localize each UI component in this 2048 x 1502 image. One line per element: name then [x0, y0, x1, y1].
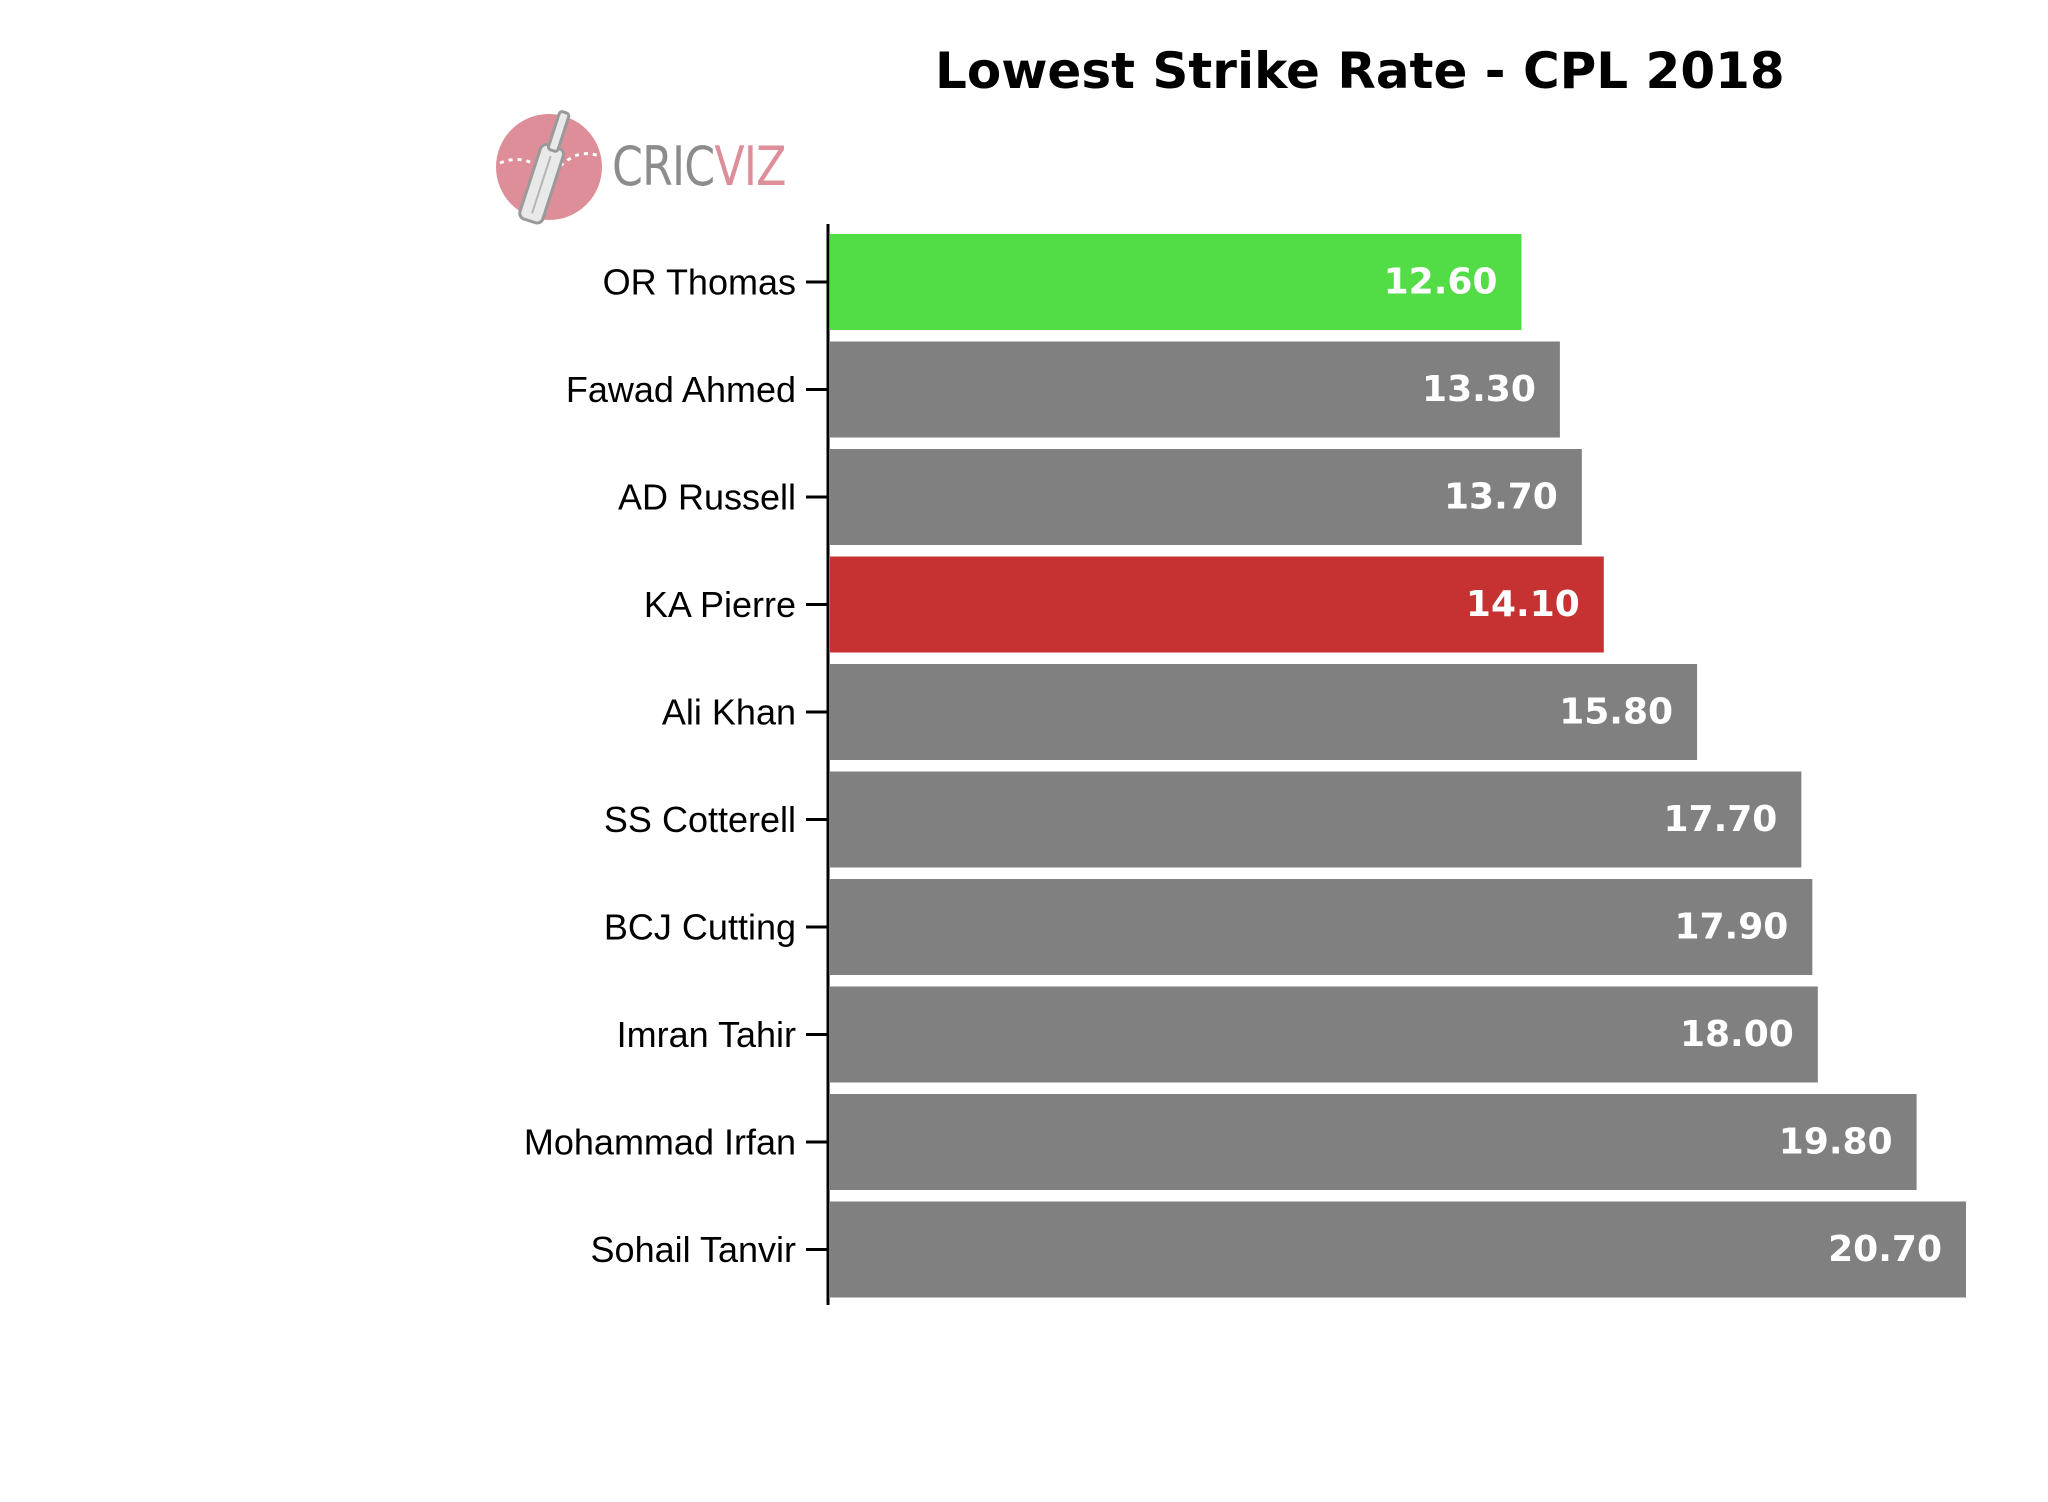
cricviz-logo: CRICVIZ [490, 105, 810, 225]
value-label-ka-pierre: 14.10 [1466, 584, 1580, 625]
logo-wordmark: CRICVIZ [612, 135, 786, 198]
y-tick-label-or-thomas: OR Thomas [603, 262, 796, 303]
logo-text-cric: CRIC [612, 135, 715, 198]
value-label-imran-tahir: 18.00 [1680, 1014, 1794, 1055]
y-tick-label-bcj-cutting: BCJ Cutting [604, 907, 796, 948]
bar-ss-cotterell [830, 771, 1802, 868]
bar-ka-pierre [830, 556, 1604, 653]
bar-fawad-ahmed [830, 341, 1560, 438]
value-label-fawad-ahmed: 13.30 [1422, 369, 1536, 410]
bar-bcj-cutting [830, 879, 1813, 975]
value-label-ad-russell: 13.70 [1444, 477, 1558, 518]
bars-layer [830, 234, 1966, 1298]
value-label-ss-cotterell: 17.70 [1663, 799, 1777, 840]
bar-ali-khan [830, 664, 1698, 760]
bar-sohail-tanvir [830, 1201, 1966, 1298]
y-tick-label-ka-pierre: KA Pierre [644, 584, 796, 625]
bar-imran-tahir [830, 986, 1818, 1083]
value-label-bcj-cutting: 17.90 [1674, 907, 1788, 948]
y-tick-label-sohail-tanvir: Sohail Tanvir [591, 1229, 796, 1270]
chart-title: Lowest Strike Rate - CPL 2018 [935, 42, 1785, 100]
y-tick-label-ali-khan: Ali Khan [662, 692, 796, 733]
bar-ad-russell [830, 449, 1582, 545]
value-label-or-thomas: 12.60 [1384, 262, 1498, 303]
value-label-sohail-tanvir: 20.70 [1828, 1229, 1942, 1270]
y-tick-label-mohammad-irfan: Mohammad Irfan [524, 1122, 796, 1163]
value-label-ali-khan: 15.80 [1559, 692, 1673, 733]
y-tick-label-ss-cotterell: SS Cotterell [604, 799, 796, 840]
logo-text-viz: VIZ [714, 135, 786, 198]
bar-mohammad-irfan [830, 1094, 1917, 1190]
y-tick-label-ad-russell: AD Russell [618, 477, 796, 518]
y-tick-label-imran-tahir: Imran Tahir [617, 1014, 796, 1055]
bar-or-thomas [830, 234, 1522, 330]
y-tick-label-fawad-ahmed: Fawad Ahmed [566, 369, 796, 410]
value-label-mohammad-irfan: 19.80 [1779, 1122, 1893, 1163]
labels-layer: OR Thomas 12.60 Fawad Ahmed 13.30 AD Russell… [524, 262, 1942, 1271]
cricket-bat-ball-icon [496, 110, 603, 225]
